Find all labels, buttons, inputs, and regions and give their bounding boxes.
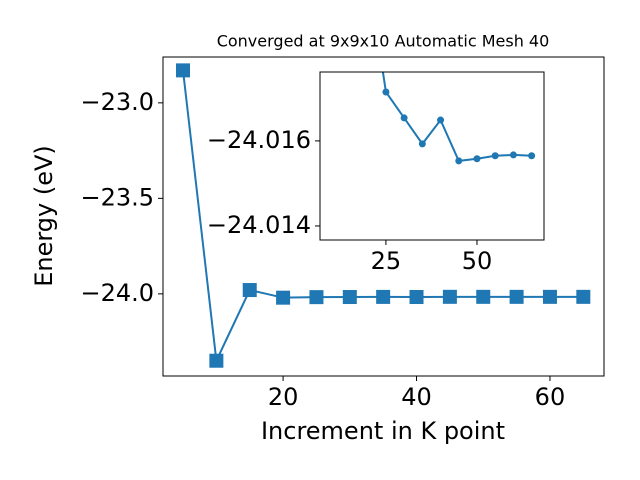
x-axis-label: Increment in K point: [261, 417, 505, 445]
marker: [509, 289, 524, 304]
y-tick-label: −23.0: [80, 88, 154, 116]
marker: [509, 151, 517, 159]
marker: [455, 157, 463, 165]
marker: [209, 353, 224, 368]
x-tick-label: 60: [535, 383, 566, 411]
marker: [418, 140, 426, 148]
chart-title: Converged at 9x9x10 Automatic Mesh 40: [217, 32, 550, 51]
y-tick-label: −24.0: [80, 279, 154, 307]
y-axis-label: Energy (eV): [30, 145, 58, 287]
marker: [382, 88, 390, 96]
marker: [242, 283, 257, 298]
marker: [342, 290, 357, 305]
marker: [576, 289, 591, 304]
marker: [376, 289, 391, 304]
marker: [528, 152, 536, 160]
y-tick-label: −23.5: [80, 183, 154, 211]
marker: [309, 290, 324, 305]
marker: [476, 289, 491, 304]
axes-frame: [319, 71, 545, 241]
y-tick-label: −24.016: [207, 126, 311, 154]
marker: [400, 114, 408, 122]
marker: [437, 116, 445, 124]
x-tick-label: 25: [371, 247, 402, 275]
marker: [409, 290, 424, 305]
x-tick-label: 40: [401, 383, 432, 411]
y-tick-label: −24.014: [207, 211, 311, 239]
x-tick-label: 20: [268, 383, 299, 411]
series-line: [381, 72, 532, 162]
marker: [473, 155, 481, 163]
x-tick-label: 50: [462, 247, 493, 275]
plot-area: [381, 72, 536, 165]
marker: [176, 63, 191, 78]
axes-frame: [162, 56, 605, 377]
marker: [276, 290, 291, 305]
marker: [442, 289, 457, 304]
marker: [491, 152, 499, 160]
plot-area: [176, 63, 591, 368]
marker: [542, 289, 557, 304]
